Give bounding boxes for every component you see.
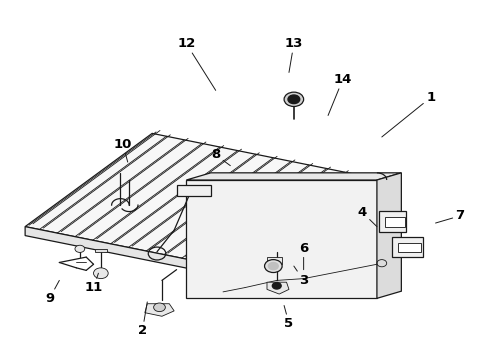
Text: 13: 13 [285, 37, 303, 72]
Polygon shape [25, 226, 274, 286]
Polygon shape [267, 257, 282, 264]
Circle shape [94, 268, 108, 279]
Circle shape [284, 92, 304, 107]
Polygon shape [145, 304, 174, 316]
Polygon shape [398, 243, 421, 252]
Circle shape [272, 283, 281, 289]
Polygon shape [392, 237, 423, 257]
Circle shape [269, 262, 278, 270]
Text: 14: 14 [328, 73, 352, 116]
Text: 10: 10 [114, 138, 132, 162]
Text: 2: 2 [138, 302, 147, 337]
Circle shape [154, 303, 165, 312]
Polygon shape [25, 134, 401, 277]
Polygon shape [267, 282, 289, 294]
Polygon shape [377, 173, 401, 298]
Text: 9: 9 [45, 280, 59, 305]
Circle shape [75, 245, 85, 252]
Text: 6: 6 [299, 242, 308, 270]
Polygon shape [176, 185, 211, 196]
Text: 8: 8 [211, 148, 230, 166]
Polygon shape [186, 180, 377, 298]
Text: 7: 7 [436, 210, 465, 223]
Text: 11: 11 [84, 273, 103, 294]
Polygon shape [95, 249, 107, 252]
Polygon shape [385, 217, 405, 226]
Polygon shape [186, 173, 401, 180]
Text: 5: 5 [284, 306, 294, 330]
Circle shape [265, 260, 282, 273]
Text: 4: 4 [358, 206, 377, 226]
Text: 1: 1 [382, 91, 435, 137]
Text: 12: 12 [177, 37, 216, 90]
Circle shape [288, 95, 300, 104]
Text: 3: 3 [294, 266, 308, 287]
Polygon shape [379, 211, 406, 232]
